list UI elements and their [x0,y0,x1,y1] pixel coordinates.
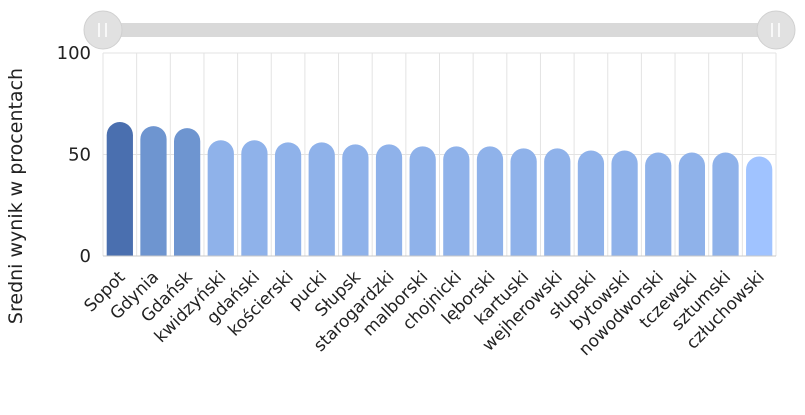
bar-19[interactable] [746,156,773,256]
bar-2[interactable] [174,128,201,256]
bar-16[interactable] [645,152,672,256]
y-axis-title: Sredni wynik w procentach [5,68,27,324]
bar-18[interactable] [712,152,739,256]
slider-track[interactable] [103,23,776,37]
bar-6[interactable] [308,142,335,256]
bar-4[interactable] [241,140,268,256]
bar-1[interactable] [140,126,167,256]
bar-9[interactable] [409,146,436,256]
slider-handle-right[interactable] [756,10,796,50]
bar-17[interactable] [678,152,705,256]
y-tick-label: 0 [80,246,91,267]
slider-handle-left[interactable] [83,10,123,50]
bar-5[interactable] [274,142,302,256]
bar-10[interactable] [443,146,470,256]
plot-area: 050100SopotGdyniaGdańskkwidzyńskigdański… [57,43,777,360]
range-slider[interactable] [83,10,796,50]
y-tick-label: 100 [57,43,91,64]
y-tick-label: 50 [68,145,91,166]
bar-3[interactable] [207,140,234,256]
bar-8[interactable] [375,144,403,256]
bar-11[interactable] [476,146,504,256]
bar-12[interactable] [510,148,537,256]
bar-7[interactable] [342,144,369,256]
bar-0[interactable] [106,122,133,256]
bar-15[interactable] [611,150,638,256]
bar-14[interactable] [577,150,605,256]
bar-13[interactable] [544,148,571,256]
